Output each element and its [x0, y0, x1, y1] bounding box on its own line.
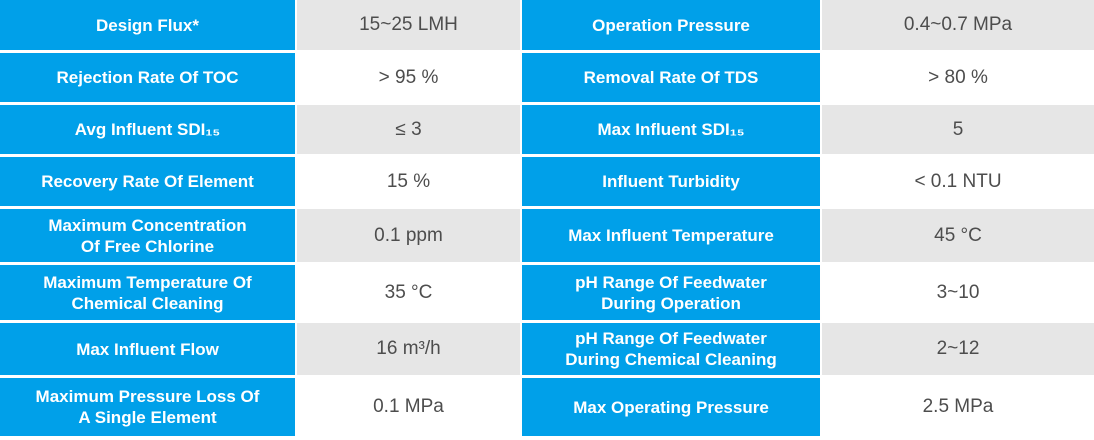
spec-value-operation-pressure: 0.4~0.7 MPa — [822, 0, 1094, 50]
spec-label-influent-turbidity: Influent Turbidity — [522, 157, 820, 206]
spec-label-ph-range-cleaning: pH Range Of Feedwater During Chemical Cl… — [522, 323, 820, 375]
spec-value-max-influent-temperature: 45 °C — [822, 209, 1094, 262]
spec-label-ph-range-operation: pH Range Of Feedwater During Operation — [522, 265, 820, 320]
spec-label-max-influent-temperature: Max Influent Temperature — [522, 209, 820, 262]
spec-value-rejection-rate-toc: > 95 % — [297, 53, 520, 102]
spec-value-removal-rate-tds: > 80 % — [822, 53, 1094, 102]
spec-label-max-cleaning-temperature: Maximum Temperature Of Chemical Cleaning — [0, 265, 295, 320]
spec-label-avg-influent-sdi: Avg Influent SDI₁₅ — [0, 105, 295, 154]
spec-value-max-operating-pressure: 2.5 MPa — [822, 378, 1094, 436]
spec-value-max-free-chlorine: 0.1 ppm — [297, 209, 520, 262]
spec-label-rejection-rate-toc: Rejection Rate Of TOC — [0, 53, 295, 102]
spec-value-max-influent-flow: 16 m³/h — [297, 323, 520, 375]
spec-value-influent-turbidity: < 0.1 NTU — [822, 157, 1094, 206]
spec-value-ph-range-cleaning: 2~12 — [822, 323, 1094, 375]
spec-value-max-cleaning-temperature: 35 °C — [297, 265, 520, 320]
spec-value-avg-influent-sdi: ≤ 3 — [297, 105, 520, 154]
spec-label-max-influent-sdi: Max Influent SDI₁₅ — [522, 105, 820, 154]
spec-label-max-operating-pressure: Max Operating Pressure — [522, 378, 820, 436]
spec-value-max-pressure-loss: 0.1 MPa — [297, 378, 520, 436]
spec-value-recovery-rate: 15 % — [297, 157, 520, 206]
spec-label-max-pressure-loss: Maximum Pressure Loss Of A Single Elemen… — [0, 378, 295, 436]
spec-label-max-free-chlorine: Maximum Concentration Of Free Chlorine — [0, 209, 295, 262]
spec-label-max-influent-flow: Max Influent Flow — [0, 323, 295, 375]
spec-label-design-flux: Design Flux* — [0, 0, 295, 50]
spec-label-operation-pressure: Operation Pressure — [522, 0, 820, 50]
spec-value-ph-range-operation: 3~10 — [822, 265, 1094, 320]
spec-label-removal-rate-tds: Removal Rate Of TDS — [522, 53, 820, 102]
spec-value-max-influent-sdi: 5 — [822, 105, 1094, 154]
spec-value-design-flux: 15~25 LMH — [297, 0, 520, 50]
spec-label-recovery-rate: Recovery Rate Of Element — [0, 157, 295, 206]
